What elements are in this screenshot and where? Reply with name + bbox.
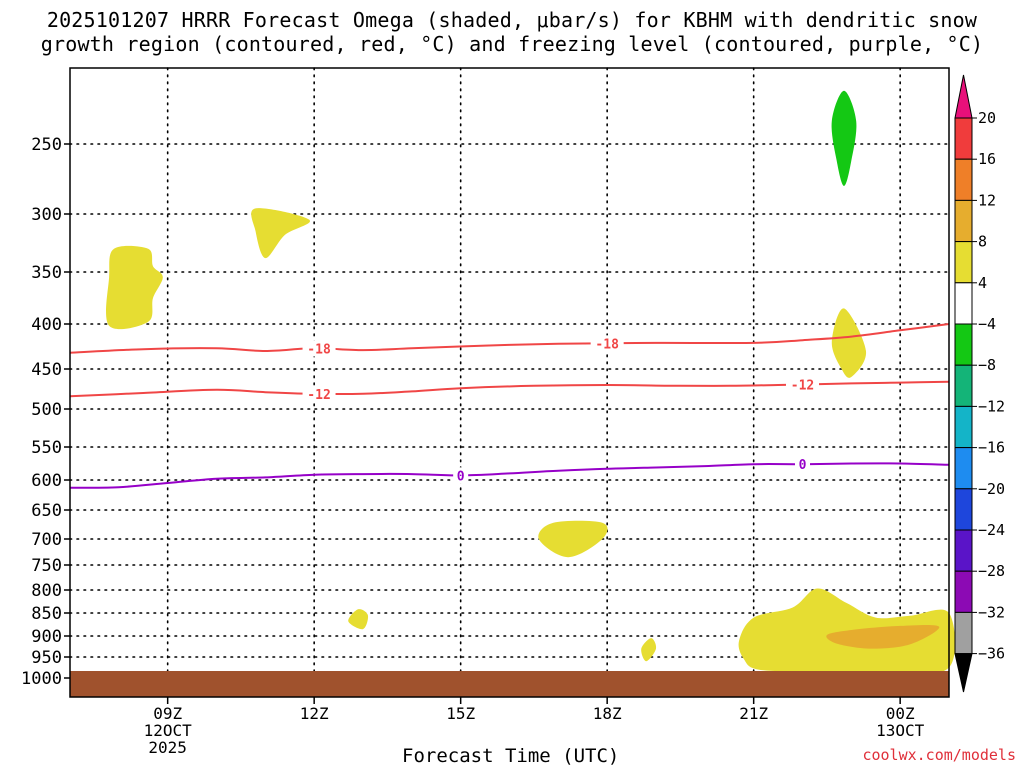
- ytick-label-400: 400: [31, 315, 62, 335]
- omega-region-0: [106, 245, 163, 330]
- colorbar-label-12: −32: [978, 603, 1005, 621]
- contour-label-bg-0-0: [302, 340, 336, 357]
- ytick-label-800: 800: [31, 581, 62, 601]
- contour-label-0-0: -18: [307, 342, 331, 357]
- colorbar-label-13: −36: [978, 645, 1005, 663]
- colorbar-bin-6: [954, 323, 973, 366]
- omega-region-2: [831, 308, 867, 378]
- ytick-label-250: 250: [31, 135, 62, 155]
- colorbar-label-0: 20: [978, 109, 996, 127]
- colorbar-label-10: −24: [978, 521, 1005, 539]
- colorbar-bin-9: [954, 447, 973, 490]
- ytick-label-550: 550: [31, 438, 62, 458]
- colorbar-bin-8: [954, 405, 973, 449]
- contour-label-bg-1-0: [302, 385, 336, 402]
- contour-label-1-0: -12: [307, 388, 330, 403]
- plot-frame: [69, 67, 950, 698]
- colorbar-bin-5: [954, 282, 973, 325]
- site-credit: coolwx.com/models: [862, 746, 1016, 764]
- ytick-label-500: 500: [31, 400, 62, 420]
- ytick-label-950: 950: [31, 648, 62, 668]
- colorbar-bin-7: [954, 364, 973, 407]
- colorbar-label-3: 8: [978, 233, 987, 251]
- xtick-label-24: 00Z: [886, 704, 915, 723]
- ytick-label-700: 700: [31, 530, 62, 550]
- colorbar-label-6: −8: [978, 356, 996, 374]
- xtick-date-24: 13OCT: [876, 721, 925, 740]
- colorbar-bin-10: [954, 488, 973, 531]
- contour-label-bg-0-1: [590, 335, 624, 352]
- omega-region-1: [251, 208, 311, 259]
- colorbar-bin-4: [954, 241, 973, 284]
- ytick-label-750: 750: [31, 556, 62, 576]
- colorbar-bin-11: [954, 529, 973, 572]
- ytick-label-650: 650: [31, 501, 62, 521]
- xtick-date-9: 12OCT: [144, 721, 193, 740]
- colorbar-top-triangle: [954, 74, 973, 119]
- contour-label-1-1: -12: [791, 378, 814, 393]
- chart-title-line2: growth region (contoured, red, °C) and f…: [40, 32, 984, 56]
- xtick-label-12: 12Z: [300, 704, 329, 723]
- omega-region-4: [348, 609, 369, 630]
- ytick-label-850: 850: [31, 604, 62, 624]
- xtick-label-15: 15Z: [446, 704, 475, 723]
- contour--18: [69, 323, 950, 354]
- chart-title-line1: 2025101207 HRRR Forecast Omega (shaded, …: [46, 8, 978, 32]
- ytick-label-600: 600: [31, 471, 62, 491]
- contour-label-2-1: 0: [799, 458, 807, 473]
- colorbar-label-7: −12: [978, 397, 1005, 415]
- xtick-year-9: 2025: [148, 738, 187, 757]
- contour-label-bg-1-1: [786, 376, 819, 393]
- terrain-band: [70, 671, 949, 697]
- contour-label-bg-2-1: [795, 456, 810, 473]
- ytick-label-300: 300: [31, 205, 62, 225]
- contour-label-2-0: 0: [457, 469, 465, 484]
- ytick-label-1000: 1000: [21, 669, 62, 689]
- contour-label-bg-2-0: [453, 467, 469, 484]
- colorbar-bin-1: [954, 117, 973, 160]
- ytick-label-350: 350: [31, 263, 62, 283]
- ytick-label-450: 450: [31, 360, 62, 380]
- colorbar-bin-12: [954, 570, 973, 613]
- omega-region-3: [538, 520, 608, 558]
- ytick-label-900: 900: [31, 627, 62, 647]
- colorbar-bin-2: [954, 158, 973, 201]
- colorbar-label-1: 16: [978, 150, 996, 168]
- colorbar-bin-3: [954, 199, 973, 243]
- xtick-label-9: 09Z: [153, 704, 182, 723]
- omega-region-5: [641, 638, 657, 662]
- x-axis-title: Forecast Time (UTC): [402, 745, 620, 767]
- colorbar-label-5: −4: [978, 315, 996, 333]
- colorbar-label-9: −20: [978, 480, 1005, 498]
- contour-label-0-1: -18: [595, 337, 619, 352]
- xtick-label-21: 21Z: [739, 704, 768, 723]
- colorbar-bin-13: [954, 611, 973, 655]
- colorbar-label-4: 4: [978, 274, 987, 292]
- colorbar-label-8: −16: [978, 439, 1005, 457]
- colorbar-label-11: −28: [978, 562, 1005, 580]
- omega-region-8: [831, 90, 857, 186]
- xtick-label-18: 18Z: [593, 704, 622, 723]
- omega-region-7: [826, 624, 940, 649]
- colorbar-label-2: 12: [978, 191, 996, 209]
- colorbar-bottom-triangle: [954, 653, 973, 693]
